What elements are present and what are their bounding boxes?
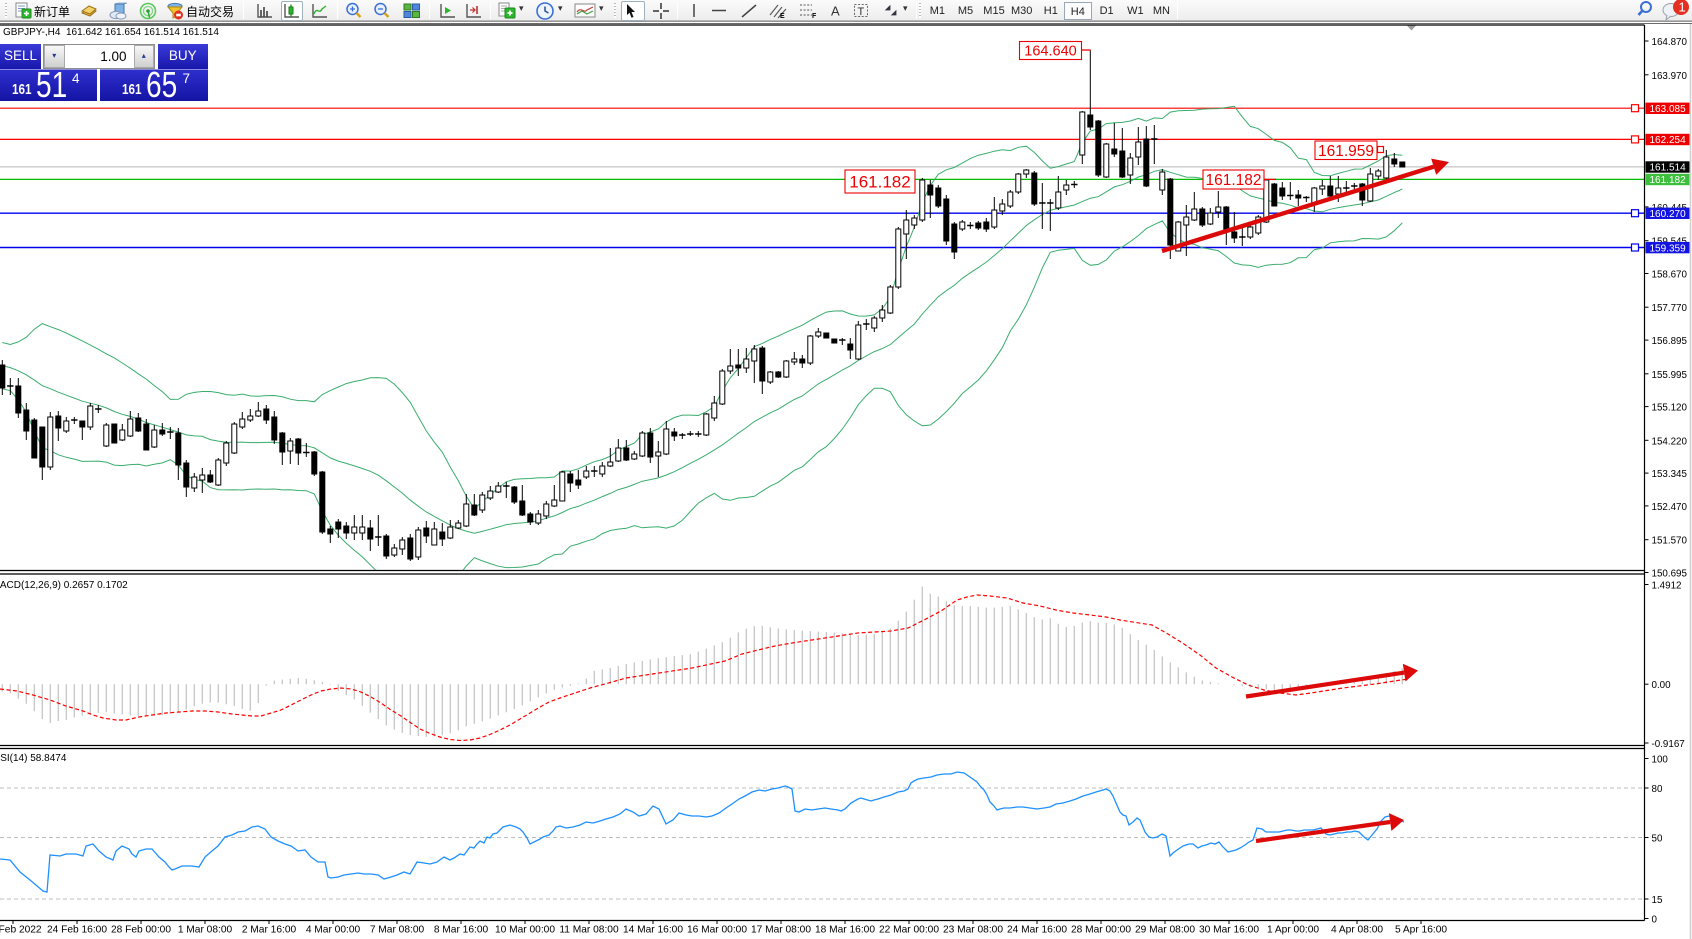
svg-text:164.640: 164.640 [1024,44,1076,60]
svg-text:28 Mar 00:00: 28 Mar 00:00 [1071,925,1131,936]
svg-text:14 Mar 16:00: 14 Mar 16:00 [623,925,683,936]
svg-text:4 Mar 00:00: 4 Mar 00:00 [306,925,361,936]
svg-text:155.120: 155.120 [1652,403,1688,414]
svg-text:161.959: 161.959 [1318,143,1374,160]
svg-text:A: A [831,4,840,19]
svg-text:160.270: 160.270 [1650,209,1687,220]
svg-text:15: 15 [1652,895,1663,906]
svg-text:2 Mar 16:00: 2 Mar 16:00 [242,925,297,936]
svg-text:24 Feb 16:00: 24 Feb 16:00 [47,925,107,936]
svg-text:158.670: 158.670 [1652,270,1688,281]
svg-text:1 Mar 08:00: 1 Mar 08:00 [178,925,233,936]
svg-text:18 Mar 16:00: 18 Mar 16:00 [815,925,875,936]
svg-text:30 Mar 16:00: 30 Mar 16:00 [1199,925,1259,936]
svg-text:1: 1 [1679,0,1686,15]
svg-text:MACD(12,26,9) 0.2657 0.1702: MACD(12,26,9) 0.2657 0.1702 [0,580,128,591]
svg-text:-0.9167: -0.9167 [1652,739,1685,750]
svg-text:161.182: 161.182 [1650,175,1687,186]
svg-text:23 Feb 2022: 23 Feb 2022 [0,925,42,936]
svg-text:157.770: 157.770 [1652,303,1688,314]
svg-text:10 Mar 00:00: 10 Mar 00:00 [495,925,555,936]
svg-text:7 Mar 08:00: 7 Mar 08:00 [370,925,425,936]
svg-text:152.470: 152.470 [1652,502,1688,513]
svg-text:153.345: 153.345 [1652,469,1688,480]
svg-text:8 Mar 16:00: 8 Mar 16:00 [434,925,489,936]
svg-text:22 Mar 00:00: 22 Mar 00:00 [879,925,939,936]
svg-text:GBPJPY-,H4 161.642 161.654 16: GBPJPY-,H4 161.642 161.654 161.514 161.5… [3,27,219,38]
svg-text:155.995: 155.995 [1652,370,1688,381]
svg-text:T: T [858,6,865,18]
svg-text:150.695: 150.695 [1652,569,1688,580]
svg-text:50: 50 [1652,834,1663,845]
svg-text:RSI(14) 58.8474: RSI(14) 58.8474 [0,753,67,764]
svg-text:16 Mar 00:00: 16 Mar 00:00 [687,925,747,936]
svg-text:151.570: 151.570 [1652,536,1688,547]
svg-text:5 Apr 16:00: 5 Apr 16:00 [1395,925,1447,936]
svg-text:24 Mar 16:00: 24 Mar 16:00 [1007,925,1067,936]
svg-text:154.220: 154.220 [1652,436,1688,447]
svg-text:1 Apr 00:00: 1 Apr 00:00 [1267,925,1319,936]
svg-text:17 Mar 08:00: 17 Mar 08:00 [751,925,811,936]
svg-text:11 Mar 08:00: 11 Mar 08:00 [559,925,619,936]
svg-text:161.182: 161.182 [849,173,910,192]
svg-text:161.514: 161.514 [1650,163,1687,174]
svg-text:23 Mar 08:00: 23 Mar 08:00 [943,925,1003,936]
svg-text:1.4912: 1.4912 [1652,581,1682,592]
svg-text:162.254: 162.254 [1650,135,1687,146]
svg-text:164.870: 164.870 [1652,37,1688,48]
svg-text:28 Feb 00:00: 28 Feb 00:00 [111,925,171,936]
svg-text:163.970: 163.970 [1652,71,1688,82]
svg-text:4 Apr 08:00: 4 Apr 08:00 [1331,925,1383,936]
svg-text:0.00: 0.00 [1652,680,1672,691]
svg-text:163.085: 163.085 [1650,104,1687,115]
svg-text:80: 80 [1652,784,1663,795]
svg-text:29 Mar 08:00: 29 Mar 08:00 [1135,925,1195,936]
svg-text:100: 100 [1652,755,1669,766]
svg-text:F: F [812,13,817,20]
svg-text:E: E [780,13,785,20]
svg-text:0: 0 [1652,915,1658,926]
svg-text:159.359: 159.359 [1650,243,1687,254]
svg-text:161.182: 161.182 [1205,172,1261,189]
svg-text:156.895: 156.895 [1652,336,1688,347]
